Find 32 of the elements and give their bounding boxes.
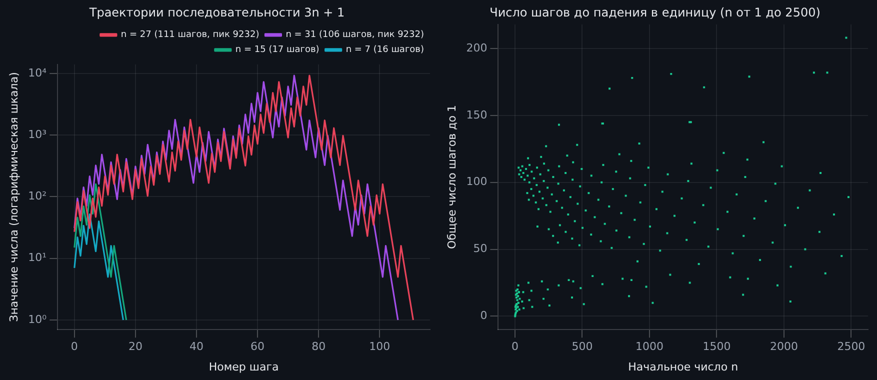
x-tick-label: 20 [128,340,142,354]
y-tick-label: 10⁴ [28,66,48,80]
y-tick-label: 50 [473,242,488,256]
x-tick-label: 2500 [837,340,866,354]
y-axis-title: Общее число шагов до 1 [445,105,458,249]
x-tick-label: 80 [312,340,326,354]
y-tick-label: 10¹ [28,251,47,264]
y-tick-label: 10³ [28,128,47,141]
chart-title: Число шагов до падения в единицу (n от 1 до 2500) [490,5,820,20]
y-tick-label: 10² [28,190,47,203]
y-tick-label: 0 [480,309,488,322]
x-tick-label: 0 [70,340,78,354]
x-tick-label: 100 [369,340,390,354]
legend-label: n = 31 (106 шагов, пик 9232) [286,30,424,40]
x-tick-label: 1500 [702,340,731,354]
x-tick-label: 500 [572,340,593,354]
legend-label: n = 7 (16 шагов) [346,45,424,56]
x-axis-title: Начальное число n [628,360,738,374]
y-tick-label: 100 [466,175,488,188]
x-tick-label: 60 [250,340,265,354]
legend-label: n = 15 (17 шагов) [235,45,320,56]
x-tick-label: 40 [189,340,204,354]
legend-label: n = 27 (111 шагов, пик 9232) [120,30,260,40]
x-tick-label: 1000 [635,340,664,354]
x-axis-title: Номер шага [208,360,279,374]
y-tick-label: 10⁰ [28,312,48,326]
y-tick-label: 200 [466,41,488,54]
y-axis-title: Значение числа (логарифмическая шкала) [7,72,20,322]
chart-title: Траектории последовательности 3n + 1 [88,5,345,20]
x-tick-label: 0 [512,340,519,354]
x-tick-label: 2000 [770,340,798,354]
y-tick-label: 150 [466,108,488,122]
